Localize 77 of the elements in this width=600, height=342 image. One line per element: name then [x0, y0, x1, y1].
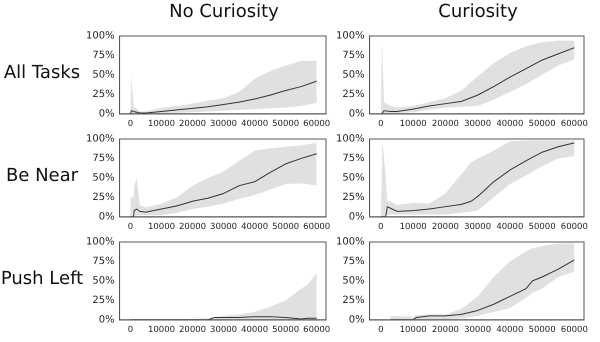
x-tick-label: 50000 — [272, 119, 300, 130]
x-tick-label: 30000 — [464, 119, 492, 130]
y-axis-title: Push Left — [0, 267, 84, 291]
x-tick-label: 30000 — [210, 325, 238, 336]
x-tick-label: 60000 — [560, 325, 588, 336]
y-tick-label: 25% — [92, 294, 115, 306]
x-tick-label: 60000 — [303, 325, 330, 336]
x-tick-label: 0 — [128, 325, 134, 336]
y-tick-label: 50% — [92, 69, 115, 80]
y-tick-label: 75% — [92, 153, 115, 164]
y-tick-label: 100% — [336, 134, 365, 145]
y-tick-label: 50% — [342, 172, 365, 184]
y-tick-label: 100% — [86, 30, 115, 42]
x-tick-label: 20000 — [179, 119, 206, 130]
y-tick-label: 75% — [342, 50, 365, 62]
x-tick-label: 60000 — [560, 222, 588, 232]
x-tick-label: 40000 — [496, 222, 524, 232]
x-tick-label: 10000 — [148, 119, 176, 130]
x-tick-label: 0 — [128, 222, 134, 232]
y-tick-label: 75% — [342, 256, 365, 268]
x-tick-label: 20000 — [179, 325, 206, 336]
x-tick-label: 40000 — [496, 119, 524, 130]
y-tick-label: 50% — [342, 69, 365, 80]
y-tick-label: 25% — [342, 88, 365, 100]
x-tick-label: 50000 — [272, 325, 300, 336]
x-tick-label: 30000 — [464, 222, 492, 232]
x-tick-label: 20000 — [432, 222, 459, 232]
y-tick-label: 100% — [86, 134, 115, 145]
x-tick-label: 20000 — [179, 222, 206, 232]
x-tick-label: 30000 — [464, 325, 492, 336]
y-tick-label: 100% — [336, 236, 365, 248]
y-axis-title: All Tasks — [2, 61, 82, 85]
x-tick-label: 0 — [378, 325, 384, 336]
x-tick-label: 40000 — [241, 222, 268, 232]
x-tick-label: 10000 — [400, 222, 427, 232]
x-tick-label: 50000 — [528, 222, 556, 232]
y-tick-label: 50% — [342, 275, 365, 286]
y-axis-title: Be Near — [4, 164, 80, 188]
x-tick-label: 0 — [128, 119, 134, 130]
y-tick-label: 50% — [92, 275, 115, 286]
x-tick-label: 50000 — [528, 325, 556, 336]
x-tick-label: 10000 — [148, 325, 176, 336]
y-tick-label: 0% — [98, 108, 115, 120]
x-tick-label: 20000 — [432, 325, 459, 336]
x-tick-label: 10000 — [400, 325, 427, 336]
y-tick-label: 25% — [92, 88, 115, 100]
x-tick-label: 30000 — [210, 119, 238, 130]
y-tick-label: 0% — [348, 211, 365, 222]
x-tick-label: 20000 — [432, 119, 459, 130]
x-tick-label: 60000 — [560, 119, 588, 130]
y-tick-label: 75% — [92, 50, 115, 62]
y-tick-label: 0% — [348, 314, 365, 326]
y-tick-label: 100% — [86, 236, 115, 248]
x-tick-label: 60000 — [303, 119, 330, 130]
x-tick-label: 50000 — [272, 222, 300, 232]
y-tick-label: 0% — [98, 314, 115, 326]
x-tick-label: 40000 — [241, 119, 268, 130]
chart-title: Curiosity — [437, 1, 519, 22]
x-tick-label: 0 — [378, 222, 384, 232]
x-tick-label: 60000 — [303, 222, 330, 232]
y-tick-label: 100% — [336, 30, 365, 42]
x-tick-label: 40000 — [496, 325, 524, 336]
chart-title: No Curiosity — [168, 1, 280, 22]
x-tick-label: 50000 — [528, 119, 556, 130]
y-tick-label: 25% — [342, 294, 365, 306]
x-tick-label: 40000 — [241, 325, 268, 336]
x-tick-label: 10000 — [148, 222, 176, 232]
y-tick-label: 50% — [92, 172, 115, 184]
y-tick-label: 25% — [342, 192, 365, 203]
x-tick-label: 0 — [378, 119, 384, 130]
x-tick-label: 10000 — [400, 119, 427, 130]
y-tick-label: 75% — [92, 256, 115, 268]
y-tick-label: 0% — [98, 211, 115, 222]
x-tick-label: 30000 — [210, 222, 238, 232]
y-tick-label: 75% — [342, 153, 365, 164]
y-tick-label: 0% — [348, 108, 365, 120]
y-tick-label: 25% — [92, 192, 115, 203]
